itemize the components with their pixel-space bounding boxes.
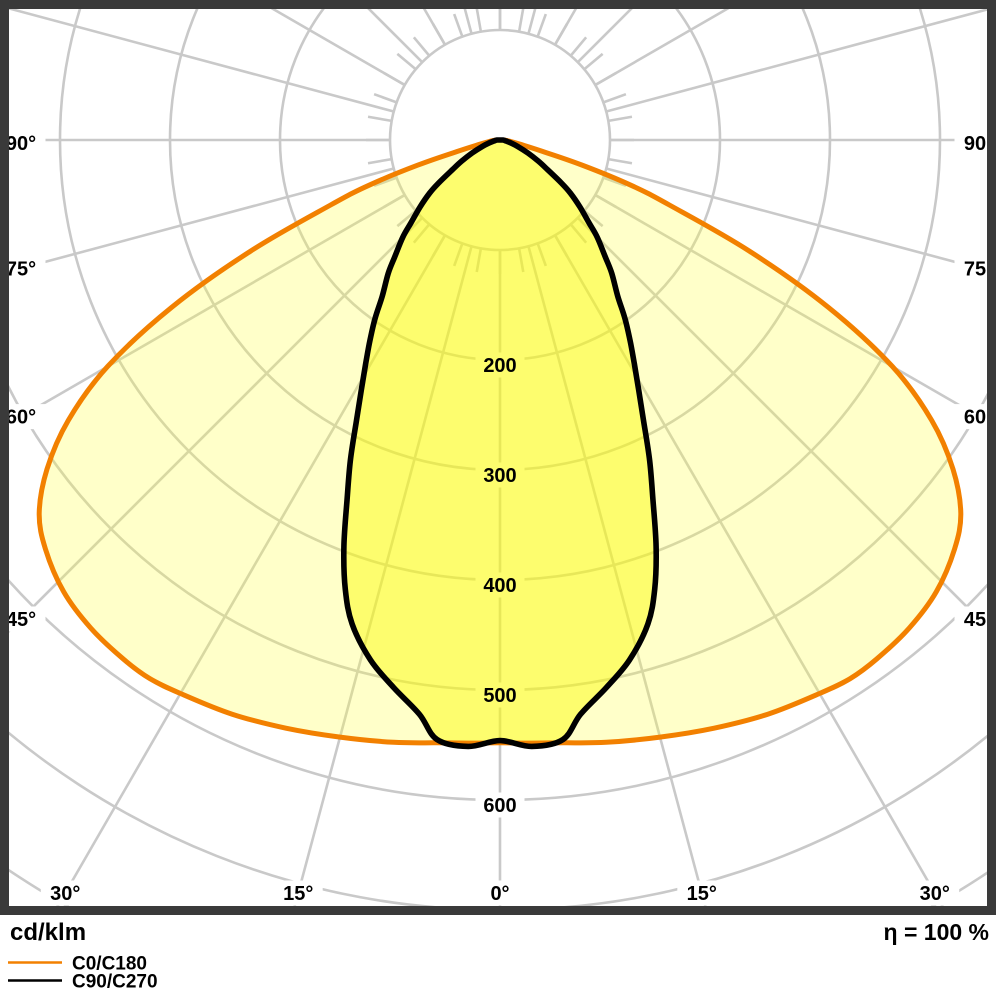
grid-tick [431, 23, 447, 46]
legend-label-c0-c180: C0/C180 [72, 954, 147, 975]
grid-tick [373, 176, 398, 188]
angle-label: 45° [6, 609, 36, 631]
legend-label-c90-c270: C90/C270 [72, 972, 158, 993]
angle-label: 60° [964, 407, 994, 429]
label-backdrop [954, 255, 987, 281]
grid-tick [396, 52, 417, 71]
grid-tick [583, 209, 604, 228]
angle-label: 0° [490, 883, 509, 905]
angle-label: 60° [6, 407, 36, 429]
label-backdrop [9, 255, 46, 281]
grid-tick [452, 13, 464, 38]
angle-label: 90° [6, 133, 36, 155]
angle-label: 75° [964, 258, 994, 280]
grid-tick [602, 176, 627, 188]
angle-label: 45° [964, 609, 994, 631]
grid-tick [569, 36, 588, 57]
label-backdrop [475, 572, 525, 598]
grid-tick [367, 157, 392, 165]
grid-tick [373, 92, 398, 104]
grid-tick [412, 223, 431, 244]
ring-value-label: 400 [483, 575, 516, 597]
grid-radial [527, 245, 707, 906]
legend-item-c90: C90/C270 [8, 972, 158, 993]
grid-tick [594, 71, 617, 87]
grid-tick [536, 13, 548, 38]
grid-tick [594, 193, 617, 209]
grid-radial [9, 167, 395, 273]
grid-tick [517, 248, 525, 273]
angle-label: 90° [964, 133, 994, 155]
efficiency-label: η = 100 % [884, 919, 989, 945]
ring-value-label: 500 [483, 685, 516, 707]
grid-radial [293, 245, 473, 906]
grid-radial [594, 193, 987, 423]
footer: cd/klm η = 100 % C0/C180 C90/C270 [8, 919, 989, 993]
label-backdrop [677, 880, 727, 906]
label-backdrop [273, 880, 323, 906]
angle-label: 75° [6, 258, 36, 280]
label-backdrop [9, 130, 46, 156]
label-backdrop [475, 462, 525, 488]
angle-label: 15° [687, 883, 717, 905]
label-backdrop [475, 352, 525, 378]
grid-tick [475, 248, 483, 273]
grid-tick [608, 157, 633, 165]
grid-tick [396, 209, 417, 228]
grid-radial [605, 167, 987, 272]
grid-tick [553, 234, 569, 257]
grid-tick [569, 223, 588, 244]
curve-c90-c270 [340, 137, 660, 750]
curve-fill-c0-c180 [39, 140, 961, 744]
grid-radial [9, 216, 424, 633]
unit-label: cd/klm [10, 919, 86, 946]
grid-tick [602, 92, 627, 104]
grid-tick [517, 9, 525, 32]
label-backdrop [9, 404, 46, 430]
grid-tick [452, 242, 464, 267]
label-backdrop [40, 880, 90, 906]
curve-fill-c90-c270 [343, 140, 657, 747]
label-backdrop [475, 792, 525, 818]
grid-tick [583, 52, 604, 71]
grid-tick [553, 23, 569, 46]
grid-radial [605, 9, 987, 113]
angle-label: 30° [50, 883, 80, 905]
grid-tick [608, 115, 633, 123]
legend: C0/C180 C90/C270 [8, 954, 158, 993]
ring-value-label: 200 [483, 355, 516, 377]
angle-label: 30° [920, 883, 950, 905]
grid-tick [412, 36, 431, 57]
grid-tick [536, 242, 548, 267]
label-backdrop [475, 682, 525, 708]
plot-labels: 200 300 400 500 600 0° 15° 15° 30° 30° 45° 45° 60° 60… [6, 133, 994, 905]
grid-tick [431, 234, 447, 257]
grid-tick [383, 71, 406, 87]
ring-value-label: 600 [483, 795, 516, 817]
legend-item-c0: C0/C180 [8, 954, 147, 975]
label-backdrop [9, 606, 46, 632]
label-backdrop [954, 404, 987, 430]
plot-frame [0, 0, 996, 915]
label-backdrop [482, 880, 518, 906]
label-backdrop [954, 606, 987, 632]
grid-radial [553, 234, 944, 906]
grid-radial [9, 9, 395, 113]
grid-tick [367, 115, 392, 123]
grid-tick [383, 193, 406, 209]
grid-radial [576, 216, 987, 629]
angle-label: 15° [283, 883, 313, 905]
ring-value-label: 300 [483, 465, 516, 487]
label-backdrop [910, 880, 960, 906]
grid-tick [475, 9, 483, 32]
grid-radial [56, 234, 447, 906]
label-backdrop [954, 130, 987, 156]
grid-radial [9, 193, 406, 425]
